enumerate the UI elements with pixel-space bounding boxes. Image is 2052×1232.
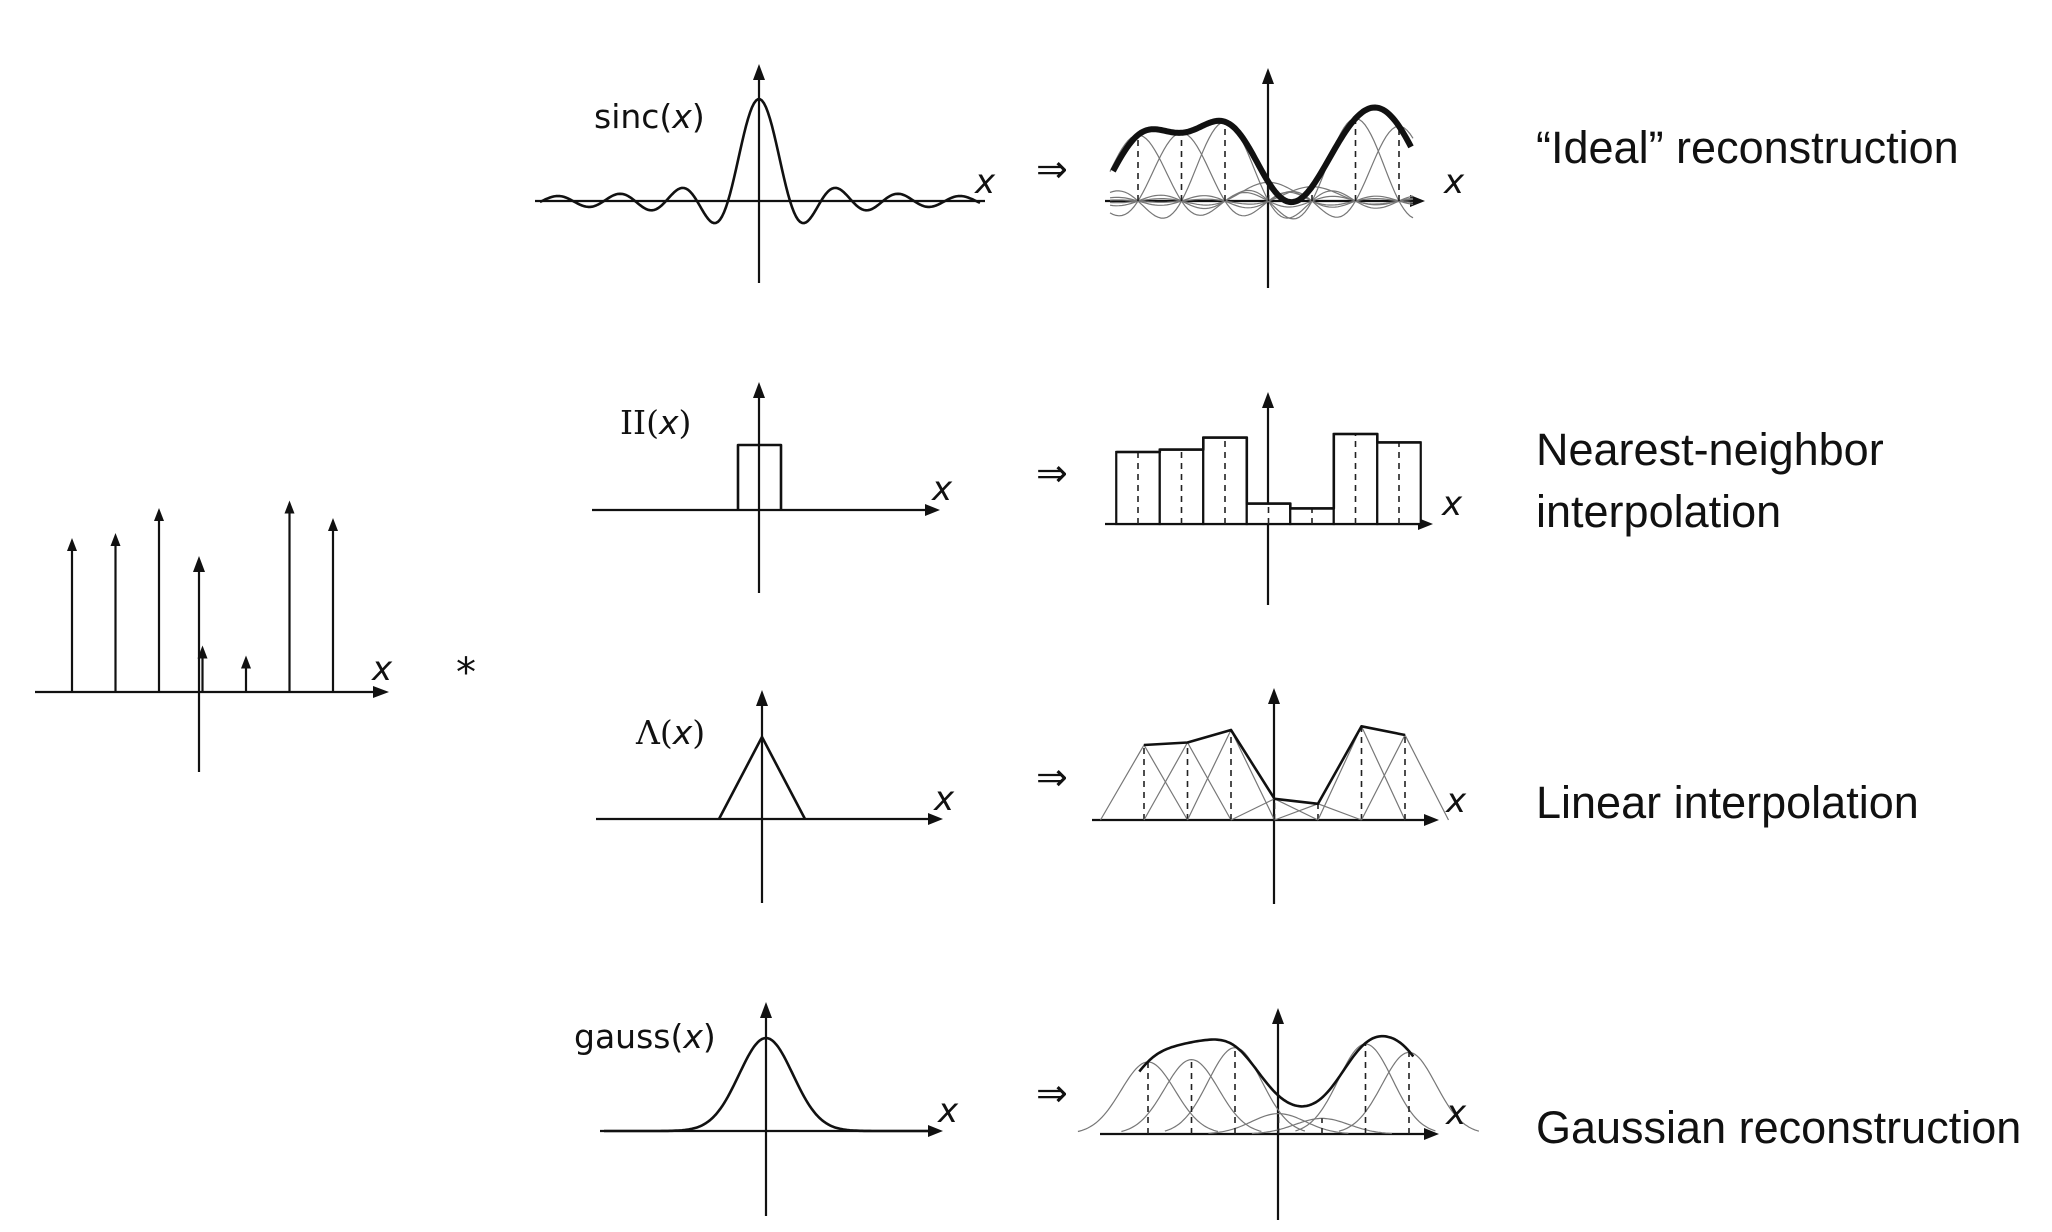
sinc-kernel-curve	[539, 97, 981, 225]
tent-kernel-x-axis-label: x	[933, 779, 955, 819]
gauss-kernel-plot: gauss(x) x	[574, 1002, 959, 1216]
linear-interpolated-signal	[1143, 725, 1406, 806]
box-implies-arrow: ⇒	[1036, 451, 1068, 495]
tent-result-x-axis-arrow	[1424, 814, 1439, 826]
tent-kernel-y-axis-arrow	[756, 690, 768, 706]
box-result-y-axis-arrow	[1262, 392, 1274, 408]
row-sinc: sinc(x) x ⇒ x “Ideal” reconstruction	[535, 64, 1959, 288]
impulse-arrowhead	[67, 538, 77, 551]
tent-result-y-axis-arrow	[1268, 688, 1280, 704]
box-kernel-curve	[736, 443, 783, 510]
tent-result-x-axis-label: x	[1445, 781, 1467, 821]
impulse-group	[67, 500, 338, 692]
sinc-kernel-label: sinc(x)	[594, 97, 705, 136]
box-kernel-y-axis-arrow	[753, 382, 765, 398]
sinc-result-components	[1109, 104, 1414, 220]
sinc-component-curve	[1109, 181, 1414, 206]
gaussian-reconstructed-signal	[1138, 1034, 1415, 1108]
impulse-arrowhead	[154, 508, 164, 521]
gauss-kernel-y-axis-arrow	[760, 1002, 772, 1018]
gauss-result-plot: x	[1077, 1008, 1480, 1220]
box-result-components	[1115, 432, 1422, 526]
sinc-implies-arrow: ⇒	[1036, 147, 1068, 191]
box-kernel-x-axis-label: x	[931, 469, 953, 509]
tent-kernel-label: Λ(x)	[635, 713, 705, 752]
row-gauss: gauss(x) x ⇒ x Gaussian reconstruction	[574, 1002, 2021, 1220]
box-method-label: Nearest-neighbor interpolation	[1536, 424, 1896, 537]
gauss-implies-arrow: ⇒	[1036, 1071, 1068, 1115]
sinc-kernel-y-axis-arrow	[753, 64, 765, 80]
sinc-method-label: “Ideal” reconstruction	[1536, 122, 1959, 173]
sinc-component-curve	[1109, 125, 1414, 218]
sinc-result-x-axis-label: x	[1443, 162, 1465, 202]
gauss-result-x-axis-label: x	[1445, 1093, 1467, 1133]
gaussian-component	[1121, 1058, 1262, 1133]
sinc-component-curve	[1109, 121, 1414, 219]
samples-x-axis-label: x	[371, 649, 393, 689]
tent-implies-arrow: ⇒	[1036, 755, 1068, 799]
row-tent: Λ(x) x ⇒ x Linear interpolation	[596, 688, 1919, 904]
impulse-arrowhead	[284, 500, 295, 514]
tent-kernel-curve	[717, 735, 807, 820]
tent-kernel-x-axis-arrow	[928, 813, 943, 825]
nearest-neighbor-signal	[1116, 432, 1421, 510]
gauss-result-x-axis-arrow	[1424, 1128, 1439, 1140]
impulse-arrowhead	[110, 533, 121, 546]
sinc-component-curve	[1109, 117, 1414, 220]
samples-y-axis-arrow	[193, 556, 205, 572]
convolution-operator: *	[456, 650, 476, 696]
gauss-kernel-label: gauss(x)	[574, 1017, 716, 1056]
tent-result-plot: x	[1092, 688, 1467, 904]
samples-x-axis-arrow	[373, 686, 389, 698]
tent-method-label: Linear interpolation	[1536, 777, 1919, 828]
sinc-component-curve	[1109, 132, 1414, 217]
gauss-kernel-x-axis-arrow	[928, 1125, 943, 1137]
sinc-result-y-axis-arrow	[1262, 68, 1274, 84]
box-kernel-plot: II(x) x	[592, 382, 953, 593]
impulse-arrowhead	[241, 655, 251, 669]
impulse-arrowhead	[328, 518, 338, 531]
sampled-signal-plot: x *	[35, 500, 476, 772]
sinc-reconstructed-signal	[1110, 104, 1414, 206]
sinc-result-plot: x	[1105, 68, 1465, 288]
sinc-kernel-plot: sinc(x) x	[535, 64, 996, 283]
gauss-kernel-curve	[604, 1036, 934, 1133]
sinc-kernel-x-axis-label: x	[974, 162, 996, 202]
gauss-result-components	[1077, 1034, 1480, 1135]
box-result-x-axis-label: x	[1441, 484, 1463, 524]
sinc-result-x-axis-arrow	[1410, 195, 1425, 207]
row-box: II(x) x ⇒ x Nearest-neighbor interpolati…	[592, 382, 1896, 605]
tent-kernel-plot: Λ(x) x	[596, 690, 955, 903]
box-kernel-x-axis-arrow	[925, 504, 940, 516]
gaussian-component	[1208, 1113, 1349, 1134]
tent-result-components	[1099, 724, 1450, 821]
box-result-plot: x	[1105, 392, 1463, 605]
gauss-kernel-x-axis-label: x	[937, 1091, 959, 1131]
impulse-arrowhead	[197, 645, 208, 659]
gauss-method-label: Gaussian reconstruction	[1536, 1102, 2021, 1153]
box-kernel-label: II(x)	[620, 403, 691, 442]
gauss-result-y-axis-arrow	[1272, 1008, 1284, 1024]
sinc-component-curve	[1109, 186, 1414, 205]
